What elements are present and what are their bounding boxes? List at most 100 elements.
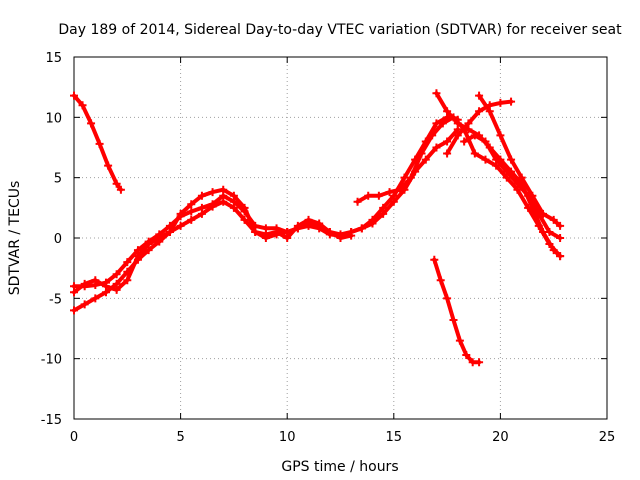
data-point — [261, 230, 270, 239]
data-point — [556, 252, 565, 261]
data-point — [336, 234, 345, 242]
series-track-1 — [70, 91, 125, 194]
data-point — [208, 200, 217, 209]
data-point — [432, 143, 441, 152]
y-tick-label: -10 — [41, 353, 62, 368]
data-point — [70, 91, 78, 100]
data-point — [449, 316, 458, 325]
data-point — [240, 203, 249, 212]
data-point — [492, 155, 501, 164]
data-point — [453, 131, 462, 140]
series-line — [72, 93, 123, 192]
series-line — [72, 115, 460, 289]
data-point — [293, 221, 302, 230]
data-point — [406, 173, 415, 182]
data-point — [123, 258, 132, 267]
series-line — [462, 133, 563, 240]
series-line — [432, 257, 482, 365]
x-tick-label: 10 — [279, 430, 296, 445]
data-point — [165, 227, 174, 236]
data-point — [87, 119, 96, 128]
data-point — [417, 149, 426, 158]
data-point — [80, 300, 89, 309]
data-point — [502, 167, 511, 176]
data-point — [357, 224, 366, 233]
data-point — [475, 358, 484, 367]
data-point — [251, 227, 260, 236]
data-point — [496, 131, 505, 140]
data-point — [197, 191, 206, 200]
data-point — [443, 149, 452, 158]
data-point — [549, 246, 558, 255]
data-point — [428, 131, 437, 140]
data-point — [475, 91, 484, 100]
x-tick-label: 25 — [599, 430, 616, 445]
y-tick-label: -15 — [41, 413, 62, 428]
data-point — [155, 234, 164, 242]
data-point — [187, 215, 196, 224]
data-point — [556, 221, 565, 230]
data-point — [443, 107, 452, 116]
data-series — [70, 89, 565, 367]
data-point — [481, 137, 490, 146]
data-point — [432, 89, 441, 98]
data-point — [443, 294, 452, 303]
data-point — [470, 131, 479, 140]
data-point — [229, 191, 238, 200]
data-point — [133, 252, 142, 261]
data-point — [187, 207, 196, 216]
chart-title: Day 189 of 2014, Sidereal Day-to-day VTE… — [58, 22, 622, 38]
data-point — [364, 191, 373, 200]
data-point — [436, 276, 445, 285]
data-point — [549, 215, 558, 224]
data-point — [197, 203, 206, 212]
data-point — [462, 351, 471, 360]
series-track-2 — [70, 125, 462, 315]
x-axis-label: GPS time / hours — [281, 459, 398, 475]
data-point — [325, 227, 334, 236]
data-point — [104, 161, 113, 170]
data-point — [240, 215, 249, 224]
data-point — [176, 209, 185, 218]
x-tick-label: 5 — [176, 430, 184, 445]
data-point — [475, 107, 484, 116]
data-point — [470, 149, 479, 158]
data-point — [517, 173, 526, 182]
data-point — [91, 276, 100, 285]
data-point — [485, 107, 494, 116]
x-tick-label: 15 — [386, 430, 403, 445]
data-point — [176, 221, 185, 230]
data-point — [304, 215, 313, 224]
series-track-3 — [70, 113, 462, 291]
data-point — [272, 227, 281, 236]
data-point — [496, 98, 505, 107]
y-tick-label: -5 — [49, 292, 62, 307]
data-point — [374, 191, 383, 200]
data-point — [123, 276, 132, 285]
data-point — [91, 294, 100, 303]
x-tick-label: 0 — [70, 430, 78, 445]
series-track-8 — [460, 131, 565, 242]
data-point — [101, 282, 110, 291]
data-point — [112, 285, 121, 294]
data-point — [80, 279, 89, 288]
data-point — [70, 288, 78, 297]
data-point — [368, 215, 377, 224]
data-point — [385, 188, 394, 197]
data-point — [95, 139, 104, 148]
data-point — [539, 209, 548, 218]
y-tick-label: 0 — [54, 232, 62, 247]
data-point — [208, 188, 217, 197]
data-point — [78, 101, 87, 110]
series-track-9 — [475, 91, 565, 230]
series-track-10 — [430, 255, 484, 367]
data-point — [545, 227, 554, 236]
data-point — [443, 137, 452, 146]
x-tick-label: 20 — [492, 430, 509, 445]
data-point — [430, 255, 439, 264]
axis-ticks: 0 5 10 15 20 25 -15 -10 -5 0 5 10 15 — [41, 51, 616, 445]
data-point — [187, 200, 196, 209]
data-point — [453, 119, 462, 128]
y-tick-label: 5 — [54, 172, 62, 187]
